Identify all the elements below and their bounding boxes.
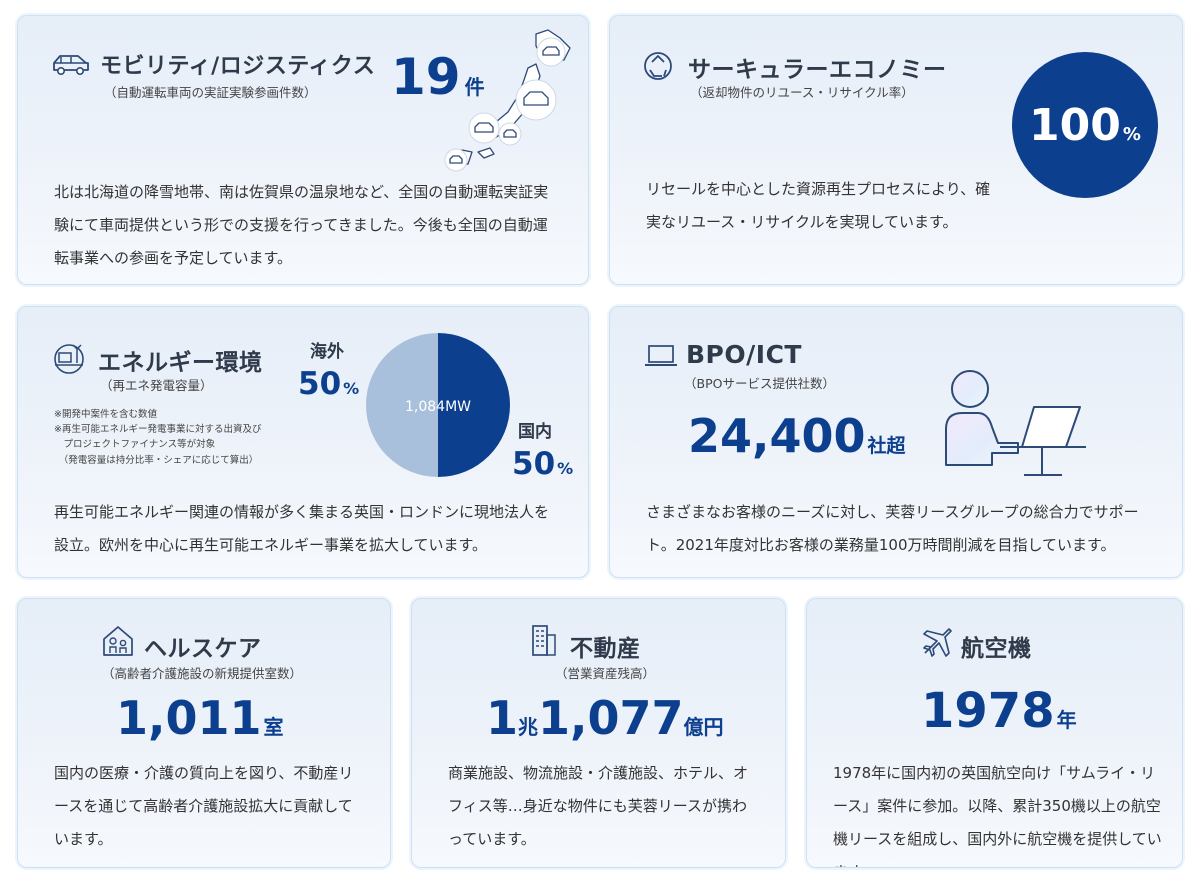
card-body: さまざまなお客様のニーズに対し、芙蓉リースグループの総合力でサポート。2021年… — [646, 503, 1139, 554]
laptop-icon — [645, 345, 677, 366]
building-icon — [532, 625, 556, 656]
stat-value: 1,011 室 — [116, 691, 284, 745]
note-3: プロジェクトファイナンス等が対象 — [54, 439, 216, 450]
card-body: 北は北海道の降雪地帯、南は佐賀県の温泉地など、全国の自動運転実証実験にて車両提供… — [54, 183, 549, 267]
card-subtitle: （再エネ発電容量） — [100, 378, 213, 393]
card-title: モビリティ/ロジスティクス — [100, 54, 376, 79]
card-body: リセールを中心とした資源再生プロセスにより、確実なリユース・リサイクルを実現して… — [646, 180, 991, 231]
card-mobility: モビリティ/ロジスティクス （自動運転車両の実証実験参画件数） 19 件 北は北海… — [17, 15, 589, 285]
energy-icon — [54, 344, 84, 374]
energy-pie-chart: 1,084MW — [366, 333, 510, 477]
airplane-icon — [923, 628, 952, 657]
card-subtitle: （営業資産残高） — [555, 666, 656, 681]
card-title: 航空機 — [961, 636, 1032, 662]
domestic-label: 国内 — [518, 422, 552, 442]
stat-circle: 100% — [1012, 52, 1158, 198]
card-title: ヘルスケア — [144, 636, 262, 662]
person-at-desk-illustration — [945, 370, 1086, 476]
recycle-icon — [644, 52, 672, 80]
card-circular-economy: サーキュラーエコノミー （返却物件のリユース・リサイクル率） 100% リセール… — [609, 15, 1183, 285]
pie-center-label: 1,084MW — [405, 399, 471, 415]
card-subtitle: （返却物件のリユース・リサイクル率） — [690, 85, 914, 100]
overseas-label: 海外 — [310, 342, 344, 362]
pie-slice-domestic — [438, 333, 510, 477]
stat-value: 1兆1,077億円 — [486, 691, 724, 745]
card-subtitle: （BPOサービス提供社数） — [684, 376, 835, 391]
car-icon — [53, 55, 89, 76]
card-bpo-ict: BPO/ICT （BPOサービス提供社数） 24,400 社超 さまざまなお客様の… — [609, 306, 1183, 578]
card-real-estate: 不動産 （営業資産残高） 1兆1,077億円 商業施設、物流施設・介護施設、ホテ… — [411, 598, 786, 868]
card-body: 国内の医療・介護の質向上を図り、不動産リースを通じて高齢者介護施設拡大に貢献して… — [54, 764, 354, 848]
card-subtitle: （自動運転車両の実証実験参画件数） — [104, 85, 317, 100]
stat-value: 24,400 社超 — [688, 409, 906, 463]
card-body: 再生可能エネルギー関連の情報が多く集まる英国・ロンドンに現地法人を設立。欧州を中… — [54, 503, 550, 554]
card-title: BPO/ICT — [686, 340, 802, 369]
overseas-value: 50% — [298, 366, 360, 402]
card-healthcare: ヘルスケア （高齢者介護施設の新規提供室数） 1,011 室 国内の医療・介護の質… — [17, 598, 391, 868]
stat-value: 100% — [1029, 99, 1141, 151]
card-body: 商業施設、物流施設・介護施設、ホテル、オフィス等…身近な物件にも芙蓉リースが携わ… — [448, 764, 749, 848]
house-people-icon — [103, 626, 133, 656]
note-2: ※再生可能エネルギー発電事業に対する出資及び — [54, 424, 262, 435]
card-body: 1978年に国内初の英国航空向け「サムライ・リース」案件に参加。以降、累計350… — [833, 764, 1162, 867]
note-1: ※開発中案件を含む数値 — [54, 409, 157, 420]
card-subtitle: （高齢者介護施設の新規提供室数） — [102, 666, 303, 681]
domestic-value: 50% — [512, 446, 574, 482]
card-aircraft: 航空機 1978 年 1978年に国内初の英国航空向け「サムライ・リース」案件に参… — [806, 598, 1183, 868]
card-title: 不動産 — [570, 636, 641, 662]
pie-slice-overseas — [366, 333, 438, 477]
card-title: エネルギー環境 — [98, 350, 263, 376]
card-title: サーキュラーエコノミー — [688, 57, 947, 83]
stat-value: 19 件 — [391, 48, 485, 106]
card-energy: エネルギー環境 （再エネ発電容量） ※開発中案件を含む数値 ※再生可能エネルギー… — [17, 306, 589, 578]
stat-value: 1978 年 — [921, 683, 1077, 739]
japan-map-illustration — [444, 29, 571, 172]
note-4: （発電容量は持分比率・シェアに応じて算出） — [54, 455, 259, 466]
